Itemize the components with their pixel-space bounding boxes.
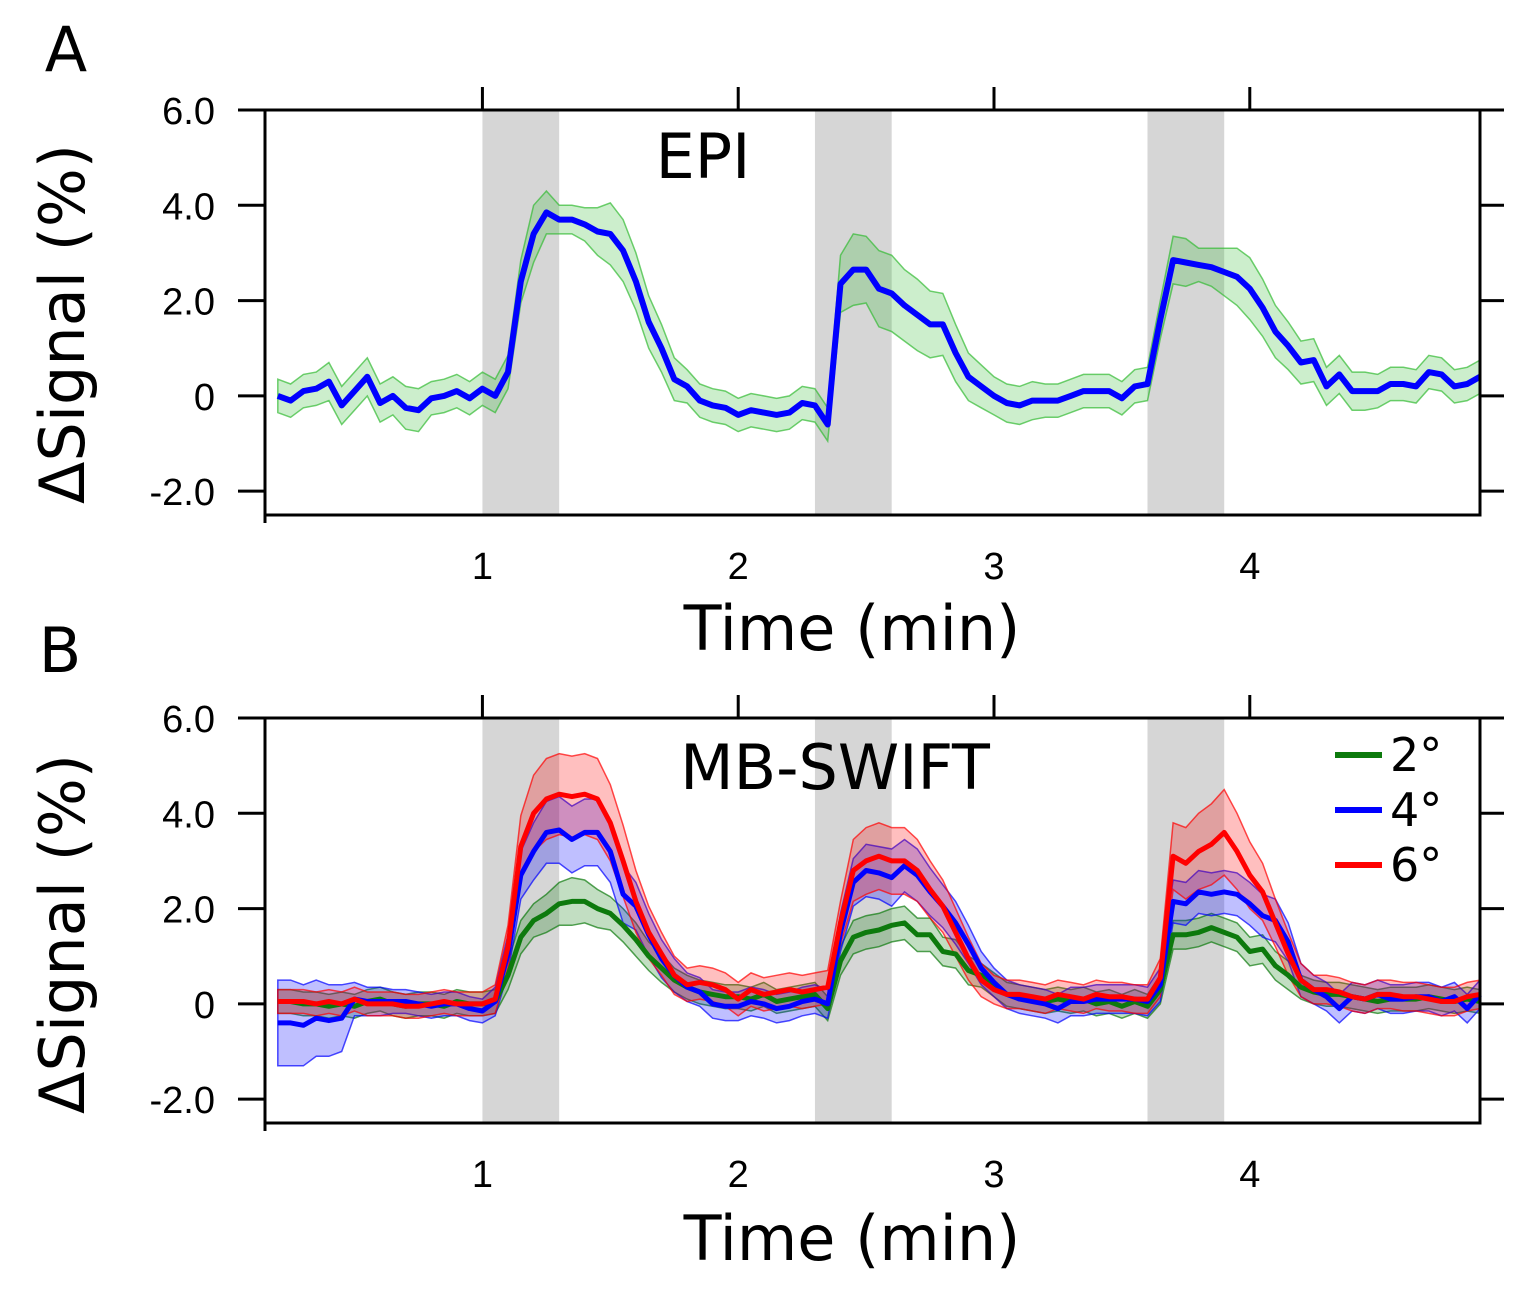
legend-label: 6° (1390, 838, 1442, 892)
panel-b: -2.0 0 2.0 4.0 6.0 1 2 3 4 MB-SWIFT Time (min) Δ… (26, 695, 1504, 1275)
stimulus-block-2 (814, 110, 892, 515)
y-tick-label: 2.0 (162, 890, 215, 932)
x-tick-label: 4 (1239, 1154, 1260, 1196)
legend-label: 2° (1390, 728, 1442, 782)
series-line-3 (277, 791, 1481, 1009)
stimulus-block-1 (482, 110, 560, 515)
panel-letter-b: B (39, 614, 82, 687)
y-axis-label: ΔSignal (%) (26, 754, 99, 1114)
series-lines (277, 791, 1482, 1028)
axes: -2.0 0 2.0 4.0 6.0 1 2 3 4 (150, 695, 1504, 1196)
x-tick-label: 2 (728, 1154, 749, 1196)
y-tick-label: 6.0 (162, 699, 215, 741)
y-axis-label: ΔSignal (%) (26, 144, 99, 504)
panel-letter-a: A (45, 13, 87, 86)
x-tick-label: 3 (983, 546, 1004, 588)
y-tick-label: 2.0 (162, 282, 215, 324)
y-tick-label: -2.0 (150, 472, 215, 514)
x-axis-label: Time (min) (683, 592, 1021, 665)
y-tick-label: 4.0 (162, 186, 215, 228)
x-tick-label: 2 (728, 546, 749, 588)
y-tick-label: 0 (194, 985, 215, 1027)
legend: 2°4°6° (1335, 728, 1442, 892)
x-tick-label: 1 (472, 1154, 493, 1196)
x-tick-label: 1 (472, 546, 493, 588)
plot-frame (263, 108, 1482, 517)
stimulus-shading (482, 718, 1225, 1123)
stimulus-shading (482, 110, 1225, 515)
y-tick-label: 4.0 (162, 794, 215, 836)
plot-frame (263, 716, 1482, 1125)
panel-a: -2.0 0 2.0 4.0 6.0 1 2 3 4 EPI Time (min) ΔSigna… (26, 87, 1504, 665)
y-tick-label: 0 (194, 377, 215, 419)
x-axis-label: Time (min) (683, 1202, 1021, 1275)
panel-title: EPI (656, 120, 751, 193)
axes: -2.0 0 2.0 4.0 6.0 1 2 3 4 (150, 87, 1504, 588)
series-lines (276, 209, 1482, 428)
panel-title: MB-SWIFT (680, 731, 991, 804)
x-tick-label: 4 (1239, 546, 1260, 588)
series-line-1 (276, 209, 1482, 428)
legend-label: 4° (1390, 783, 1442, 837)
y-tick-label: -2.0 (150, 1080, 215, 1122)
y-tick-label: 6.0 (162, 91, 215, 133)
x-tick-label: 3 (983, 1154, 1004, 1196)
